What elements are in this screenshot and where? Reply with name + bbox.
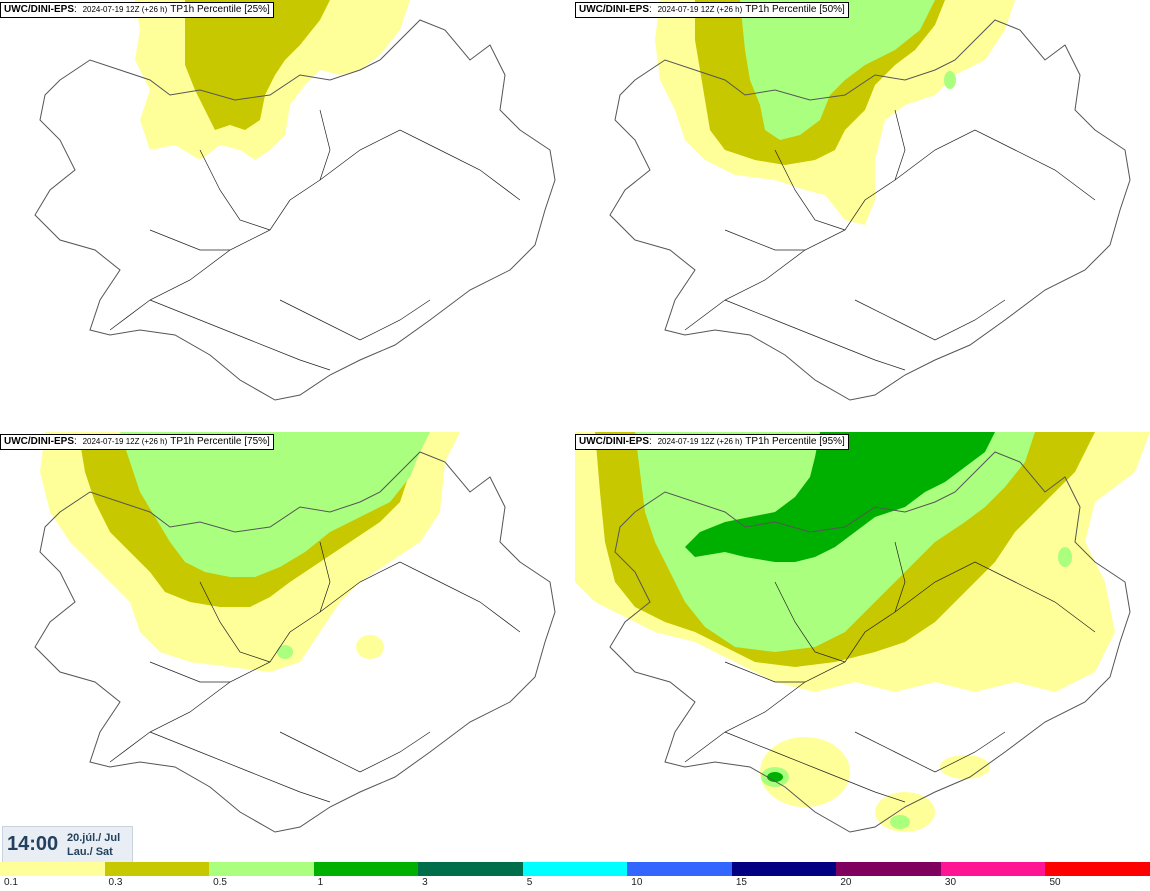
valid-time-box: 14:00 20.júl./ Jul Lau./ Sat xyxy=(2,826,133,864)
color-legend: 0.1 0.3 0.5 1 3 5 10 15 20 30 50 xyxy=(0,862,1150,891)
valid-date: 20.júl./ Jul Lau./ Sat xyxy=(67,831,120,859)
precip-field xyxy=(575,432,1150,832)
legend-swatch xyxy=(1045,862,1150,876)
legend-swatch xyxy=(940,862,1047,876)
road-network xyxy=(684,541,1096,803)
legend-swatch xyxy=(418,862,524,876)
legend-tick-label: 30 xyxy=(944,877,957,888)
precip-map xyxy=(609,0,1131,401)
legend-tick-label: 0.5 xyxy=(213,877,227,888)
legend-tick-label: 3 xyxy=(422,877,428,888)
precip-map xyxy=(575,432,1150,833)
precip-map xyxy=(34,0,556,401)
map-panel-p50: UWC/DINI-EPS: 2024-07-19 12Z (+26 h) TP1h… xyxy=(575,0,1150,430)
map-panel-p25: UWC/DINI-EPS: 2024-07-19 12Z (+26 h) TP1h… xyxy=(0,0,575,430)
legend-tick-label: 50 xyxy=(1049,877,1061,888)
precip-field xyxy=(135,0,410,160)
legend-swatch xyxy=(522,862,629,876)
panel-title: UWC/DINI-EPS: 2024-07-19 12Z (+26 h) TP1h… xyxy=(575,434,849,450)
legend-swatch xyxy=(731,862,838,876)
legend-swatch xyxy=(313,862,420,876)
road-network xyxy=(109,541,521,803)
legend-tick-label: 20 xyxy=(840,877,852,888)
map-panel-p75: UWC/DINI-EPS: 2024-07-19 12Z (+26 h) TP1h… xyxy=(0,432,575,862)
legend-swatch xyxy=(0,862,106,876)
legend-tick-label: 5 xyxy=(526,877,533,888)
valid-date-line2: Lau./ Sat xyxy=(67,846,113,858)
panel-title: UWC/DINI-EPS: 2024-07-19 12Z (+26 h) TP1h… xyxy=(0,2,274,18)
road-network xyxy=(684,109,1096,371)
iceland-outline xyxy=(609,19,1131,401)
legend-tick-label: 15 xyxy=(735,877,747,888)
iceland-outline xyxy=(34,19,556,401)
iceland-outline xyxy=(34,451,556,833)
panel-title: UWC/DINI-EPS: 2024-07-19 12Z (+26 h) TP1h… xyxy=(0,434,274,450)
iceland-outline xyxy=(609,451,1131,833)
legend-swatch xyxy=(209,862,315,876)
precip-field xyxy=(40,432,460,672)
legend-tick-label: 0.1 xyxy=(4,877,18,888)
legend-tick-label: 10 xyxy=(631,877,643,888)
panel-title: UWC/DINI-EPS: 2024-07-19 12Z (+26 h) TP1h… xyxy=(575,2,849,18)
legend-tick-label: 0.3 xyxy=(108,877,123,888)
road-network xyxy=(109,109,521,371)
legend-swatch xyxy=(836,862,942,876)
legend-swatch xyxy=(627,862,733,876)
valid-date-line1: 20.júl./ Jul xyxy=(67,832,121,844)
precip-field xyxy=(655,0,1015,225)
map-panel-p95: UWC/DINI-EPS: 2024-07-19 12Z (+26 h) TP1h… xyxy=(575,432,1150,862)
legend-swatch xyxy=(104,862,211,876)
precip-map xyxy=(34,432,556,833)
legend-tick-label: 1 xyxy=(317,877,324,888)
valid-time-clock: 14:00 xyxy=(7,833,59,855)
